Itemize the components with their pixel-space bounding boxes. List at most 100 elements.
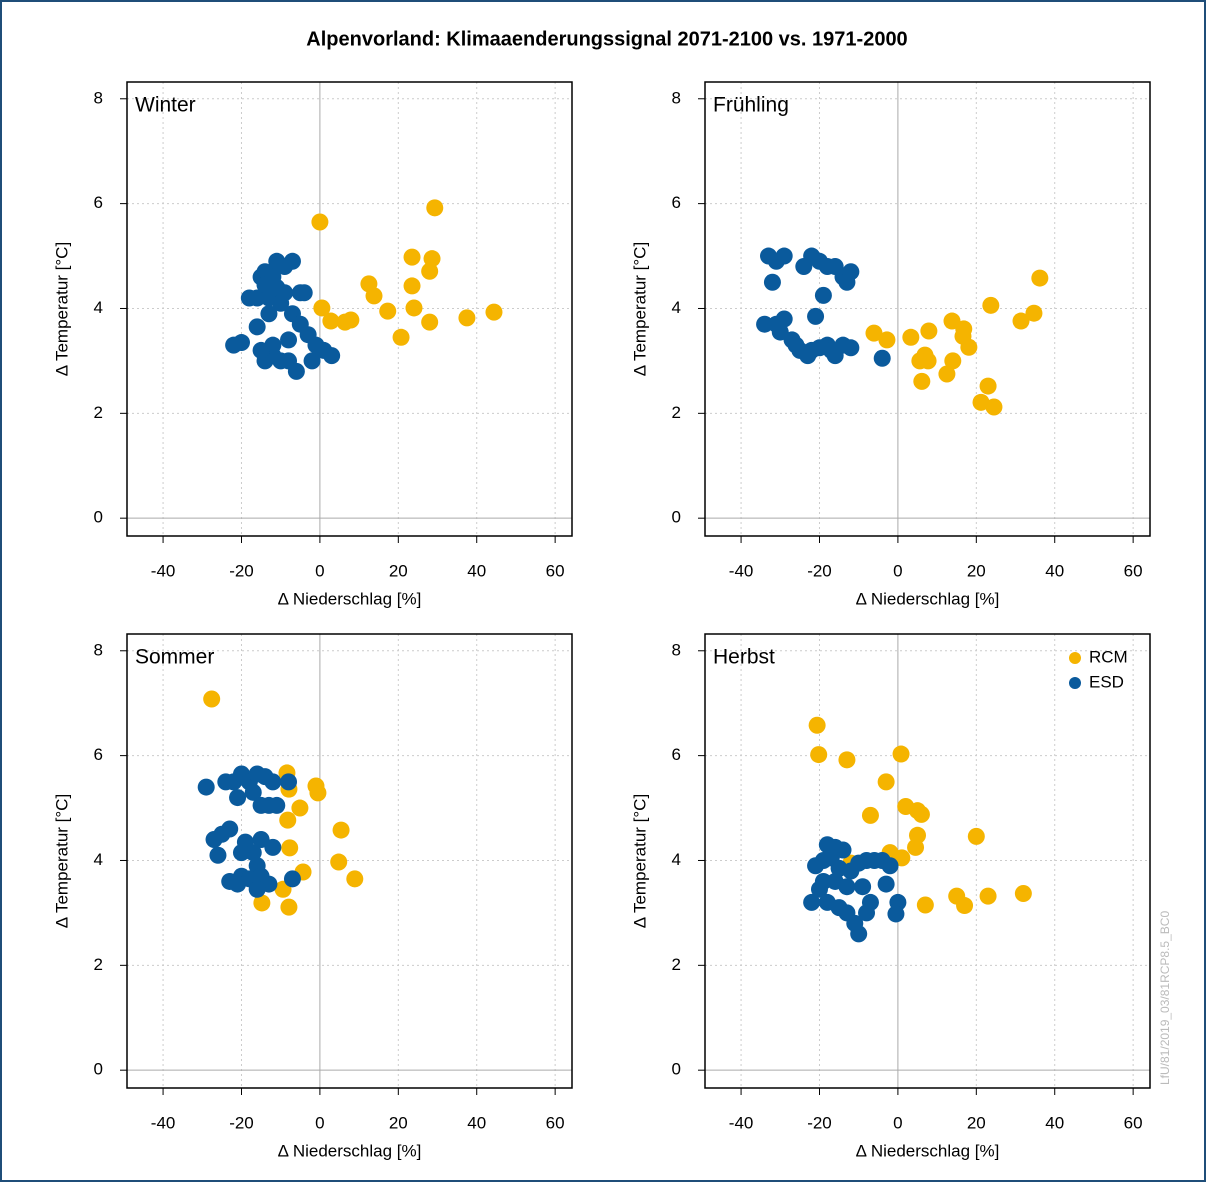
point: [887, 905, 905, 923]
y-tick-label: 6: [94, 745, 103, 764]
point: [280, 773, 298, 791]
point: [244, 783, 262, 801]
y-tick-label: 2: [672, 403, 681, 422]
point: [944, 352, 962, 370]
point: [854, 878, 872, 896]
point: [253, 894, 271, 912]
point: [280, 331, 298, 349]
point: [1012, 312, 1030, 330]
plot-frame: [704, 633, 1151, 1089]
point: [281, 839, 299, 857]
x-tick-label: 20: [967, 1113, 986, 1132]
y-tick-label: 2: [94, 403, 103, 422]
x-tick-label: -40: [151, 1113, 176, 1132]
point: [1031, 269, 1049, 287]
point: [276, 284, 294, 302]
point: [291, 799, 309, 817]
point: [221, 820, 239, 838]
legend-label: RCM: [1089, 647, 1128, 666]
point: [283, 252, 301, 270]
point: [405, 299, 423, 317]
point: [842, 339, 860, 357]
point: [902, 328, 920, 346]
point: [330, 853, 348, 871]
point: [795, 258, 813, 276]
point: [287, 362, 305, 380]
point: [979, 887, 997, 905]
x-tick-label: -20: [807, 561, 832, 580]
point: [248, 289, 266, 307]
plot-frame: [126, 633, 573, 1089]
point: [1014, 885, 1032, 903]
y-tick-label: 6: [94, 193, 103, 212]
plot-frame: [704, 81, 1151, 537]
legend-label: ESD: [1089, 672, 1124, 691]
x-tick-label: -20: [229, 561, 254, 580]
y-axis-label: Δ Temperatur [°C]: [630, 242, 649, 376]
point: [346, 870, 364, 888]
point: [865, 324, 883, 342]
point: [421, 313, 439, 331]
x-tick-label: 20: [389, 1113, 408, 1132]
point: [913, 372, 931, 390]
point: [403, 248, 421, 266]
point: [912, 805, 930, 823]
y-tick-label: 0: [672, 1060, 681, 1079]
point: [775, 247, 793, 265]
point: [907, 838, 925, 856]
point: [303, 352, 321, 370]
point: [873, 349, 891, 367]
point: [323, 347, 341, 365]
point: [877, 875, 895, 893]
x-tick-label: -20: [229, 1113, 254, 1132]
point: [280, 898, 298, 916]
point: [322, 312, 340, 330]
y-tick-label: 2: [672, 955, 681, 974]
point: [309, 784, 327, 802]
point: [838, 273, 856, 291]
point: [920, 322, 938, 340]
point: [810, 746, 828, 764]
point: [919, 352, 937, 370]
point: [232, 334, 250, 352]
y-tick-label: 6: [672, 193, 681, 212]
point: [916, 896, 934, 914]
plot-frame: [126, 81, 573, 537]
point: [808, 716, 826, 734]
y-tick-label: 0: [672, 508, 681, 527]
point: [985, 398, 1003, 416]
point: [203, 690, 221, 708]
panel-title: Winter: [135, 94, 196, 117]
x-tick-label: 40: [467, 561, 486, 580]
x-tick-label: 0: [315, 1113, 324, 1132]
point: [814, 286, 832, 304]
point: [268, 796, 286, 814]
point: [252, 341, 270, 359]
point: [392, 328, 410, 346]
point: [822, 341, 840, 359]
y-axis-label: Δ Temperatur [°C]: [52, 242, 71, 376]
point: [311, 213, 329, 231]
point: [803, 893, 821, 911]
y-tick-label: 4: [94, 298, 103, 317]
point: [838, 878, 856, 896]
y-tick-label: 0: [94, 1060, 103, 1079]
y-tick-label: 4: [94, 850, 103, 869]
point: [775, 310, 793, 328]
y-tick-label: 0: [94, 508, 103, 527]
point: [264, 838, 282, 856]
y-axis-label: Δ Temperatur [°C]: [52, 794, 71, 928]
point: [960, 338, 978, 356]
point: [332, 821, 350, 839]
point: [892, 745, 910, 763]
point: [403, 277, 421, 295]
x-tick-label: 60: [1124, 1113, 1143, 1132]
point: [979, 377, 997, 395]
point: [850, 925, 868, 943]
x-axis-label: Δ Niederschlag [%]: [278, 589, 422, 608]
y-tick-label: 8: [94, 640, 103, 659]
x-tick-label: 0: [893, 1113, 902, 1132]
point: [421, 262, 439, 280]
